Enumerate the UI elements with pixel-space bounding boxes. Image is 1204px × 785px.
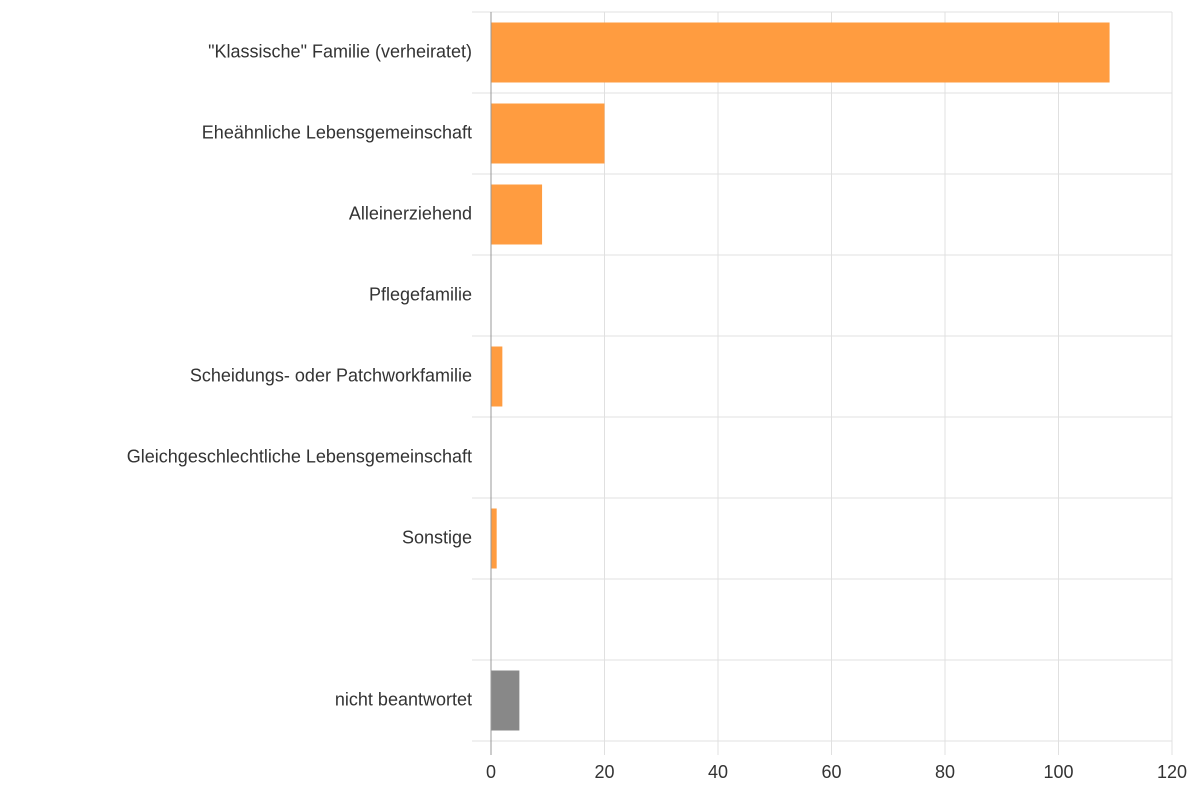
x-tick-label: 60 <box>821 762 841 782</box>
x-tick-label: 40 <box>708 762 728 782</box>
y-tick-label: Pflegefamilie <box>369 284 472 304</box>
x-tick-label: 100 <box>1043 762 1073 782</box>
y-tick-label: Sonstige <box>402 527 472 547</box>
x-tick-label: 0 <box>486 762 496 782</box>
x-tick-label: 120 <box>1157 762 1187 782</box>
bar <box>491 22 1110 83</box>
bar <box>491 184 543 245</box>
y-tick-label: nicht beantwortet <box>335 689 472 709</box>
bar <box>491 103 605 164</box>
bar <box>491 670 520 731</box>
y-tick-label: Alleinerziehend <box>349 203 472 223</box>
bar <box>491 346 503 407</box>
y-tick-label: Scheidungs- oder Patchworkfamilie <box>190 365 472 385</box>
y-tick-label: Eheähnliche Lebensgemeinschaft <box>202 122 472 142</box>
bar <box>491 508 497 569</box>
x-tick-label: 20 <box>594 762 614 782</box>
y-tick-label: "Klassische" Familie (verheiratet) <box>208 41 472 61</box>
y-tick-label: Gleichgeschlechtliche Lebensgemeinschaft <box>127 446 472 466</box>
x-tick-label: 80 <box>935 762 955 782</box>
